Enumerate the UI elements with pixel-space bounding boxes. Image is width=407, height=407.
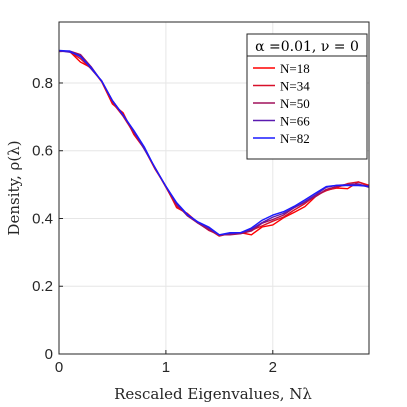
- y-axis-label: Density, ρ(λ): [5, 140, 23, 235]
- legend-label: N=50: [280, 96, 310, 111]
- y-tick-label: 0.4: [32, 210, 53, 227]
- x-tick-label: 0: [55, 359, 63, 376]
- series-lines: [58, 49, 370, 237]
- series-line: [58, 49, 370, 236]
- legend-label: N=66: [280, 114, 310, 129]
- legend-label: N=34: [280, 79, 310, 94]
- y-tick-label: 0.6: [32, 143, 53, 160]
- ticks: 0 1 2 0 0.2 0.4 0.6 0.8: [32, 75, 277, 376]
- legend-entries: N=18 N=34 N=50 N=66 N=82: [253, 61, 310, 146]
- x-tick-label: 1: [162, 359, 170, 376]
- legend: α =0.01, ν = 0 N=18 N=34 N=50 N=66 N=82: [246, 33, 368, 160]
- y-tick-label: 0.8: [32, 75, 53, 92]
- legend-label: N=18: [280, 61, 310, 76]
- y-tick-label: 0: [45, 346, 53, 363]
- x-tick-label: 2: [269, 359, 277, 376]
- legend-label: N=82: [280, 131, 310, 146]
- legend-title: α =0.01, ν = 0: [255, 39, 359, 55]
- plot-frame: [58, 21, 370, 355]
- y-tick-label: 0.2: [32, 278, 53, 295]
- x-axis-label: Rescaled Eigenvalues, Nλ: [114, 385, 312, 403]
